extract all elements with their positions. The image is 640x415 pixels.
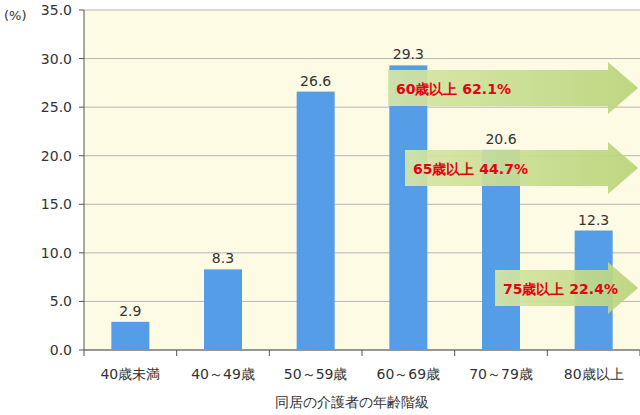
annotation-text: 75歳以上 22.4% — [503, 281, 618, 297]
y-tick-label: 25.0 — [41, 99, 72, 115]
x-tick — [454, 350, 455, 356]
grid-line — [84, 204, 640, 205]
bars — [111, 65, 612, 350]
x-tick — [269, 350, 270, 356]
x-tick-label: 70～79歳 — [469, 366, 533, 382]
x-axis-label: 同居の介護者の年齢階級 — [275, 394, 429, 410]
y-tick — [79, 350, 84, 351]
grid-line — [84, 10, 640, 11]
annotation-arrow — [495, 262, 638, 314]
data-label: 8.3 — [212, 250, 234, 266]
grid-line — [84, 252, 640, 253]
y-tick-label: 5.0 — [50, 293, 72, 309]
bar — [204, 269, 242, 350]
annotation-text: 60歳以上 62.1% — [396, 81, 511, 97]
y-tick-label: 10.0 — [41, 245, 72, 261]
y-tick — [79, 155, 84, 156]
y-axis — [84, 10, 85, 350]
annotation-arrow — [405, 142, 638, 194]
y-axis-label: (%) — [4, 8, 27, 23]
data-label: 2.9 — [119, 303, 141, 319]
data-label: 20.6 — [485, 131, 516, 147]
y-tick-label: 30.0 — [41, 51, 72, 67]
grid-line — [84, 58, 640, 59]
x-tick-label: 80歳以上 — [564, 366, 624, 382]
y-tick-label: 0.0 — [50, 342, 72, 358]
x-tick-label: 40～49歳 — [191, 366, 255, 382]
grid-line — [84, 107, 640, 108]
x-tick-label: 40歳未満 — [100, 366, 160, 382]
data-label: 26.6 — [300, 73, 331, 89]
annotation-text: 65歳以上 44.7% — [413, 161, 528, 177]
data-label: 29.3 — [393, 46, 424, 62]
x-tick — [547, 350, 548, 356]
x-tick — [176, 350, 177, 356]
y-tick — [79, 301, 84, 302]
annotation-arrow — [388, 62, 638, 114]
y-tick — [79, 58, 84, 59]
y-tick — [79, 252, 84, 253]
y-tick — [79, 204, 84, 205]
plot-background — [84, 10, 640, 350]
y-tick — [79, 107, 84, 108]
bar — [111, 322, 149, 350]
x-tick-label: 50～59歳 — [284, 366, 348, 382]
x-tick-label: 60～69歳 — [377, 366, 441, 382]
x-tick — [362, 350, 363, 356]
chart: 0.0 5.0 10.0 15.0 20.0 25.0 30.0 35.0 (%) 40歳未満 40… — [0, 0, 640, 415]
y-tick-label: 20.0 — [41, 148, 72, 164]
bar — [389, 65, 427, 350]
bar — [297, 92, 335, 350]
y-tick-label: 35.0 — [41, 2, 72, 18]
y-tick — [79, 10, 84, 11]
data-label: 12.3 — [578, 212, 609, 228]
y-tick-label: 15.0 — [41, 196, 72, 212]
x-tick — [84, 350, 85, 356]
